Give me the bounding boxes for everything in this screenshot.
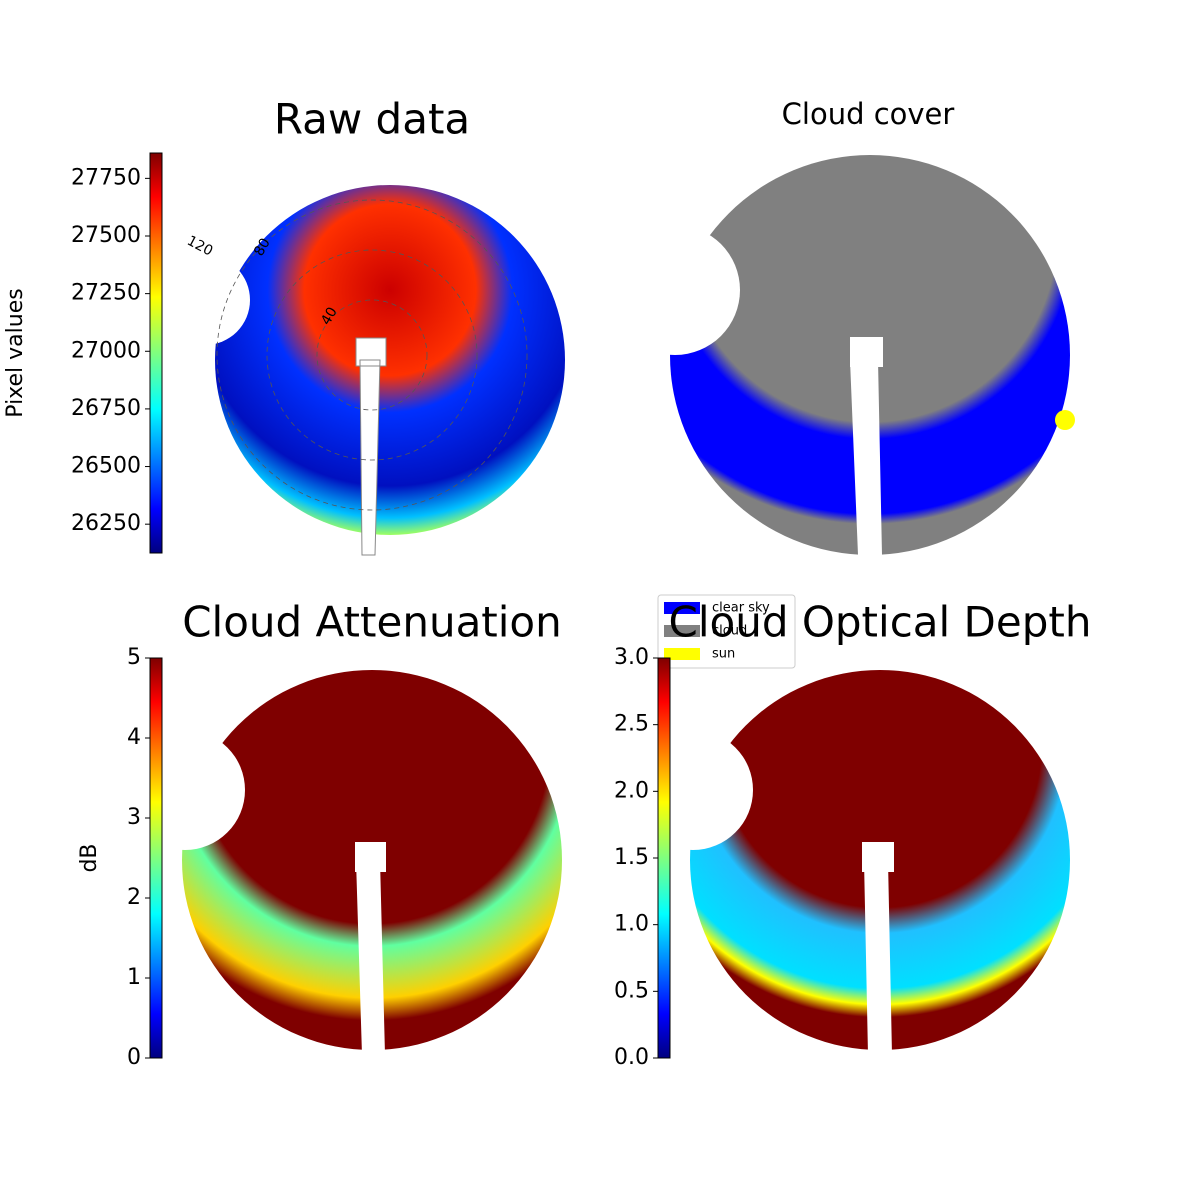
- colorbar-tick-label: 1.5: [614, 845, 649, 870]
- colorbar-tick-label: 0.5: [614, 978, 649, 1003]
- colorbar-tick-label: 26250: [71, 511, 141, 536]
- legend-label: sun: [712, 647, 735, 662]
- colorbar-tick-label: 2.0: [614, 778, 649, 803]
- sun-marker: [1055, 410, 1075, 430]
- colorbar-tick-label: 4: [127, 725, 141, 750]
- legend-swatch: [664, 648, 700, 660]
- panel-title: Cloud Optical Depth: [669, 598, 1092, 647]
- panel-title: Raw data: [274, 95, 470, 144]
- colorbar-tick-label: 2: [127, 885, 141, 910]
- colorbar-tick-label: 3: [127, 805, 141, 830]
- colorbar-tick-label: 27000: [71, 338, 141, 363]
- panel-title: Cloud Attenuation: [182, 598, 562, 647]
- colorbar-tick-label: 0.0: [614, 1045, 649, 1070]
- colorbar-tick-label: 3.0: [614, 645, 649, 670]
- colorbar-tick-label: 27500: [71, 223, 141, 248]
- legend-label: cloud: [712, 624, 747, 639]
- colorbar-tick-label: 1.0: [614, 912, 649, 937]
- legend-swatch: [664, 602, 700, 614]
- colorbar: [149, 657, 163, 1059]
- legend-swatch: [664, 625, 700, 637]
- colorbar-tick-label: 2.5: [614, 712, 649, 737]
- colorbar-tick-label: 27750: [71, 165, 141, 190]
- sky-images: [125, 155, 1070, 1055]
- colorbar-tick-label: 27250: [71, 281, 141, 306]
- colorbar-tick-label: 26500: [71, 454, 141, 479]
- polar-label: 40: [318, 305, 341, 328]
- colorbar-label: dB: [77, 843, 102, 872]
- colorbar-tick-label: 0: [127, 1045, 141, 1070]
- colorbar-tick-label: 1: [127, 965, 141, 990]
- colorbar: [657, 657, 671, 1059]
- colorbar-tick-label: 26750: [71, 396, 141, 421]
- legend-label: clear sky: [712, 601, 770, 616]
- sky-raw: [215, 185, 565, 535]
- colorbar-label: Pixel values: [3, 288, 28, 417]
- colorbar-tick-label: 5: [127, 645, 141, 670]
- polar-label: 80: [251, 236, 274, 259]
- panel-title: Cloud cover: [782, 97, 955, 131]
- colorbar: [149, 152, 163, 554]
